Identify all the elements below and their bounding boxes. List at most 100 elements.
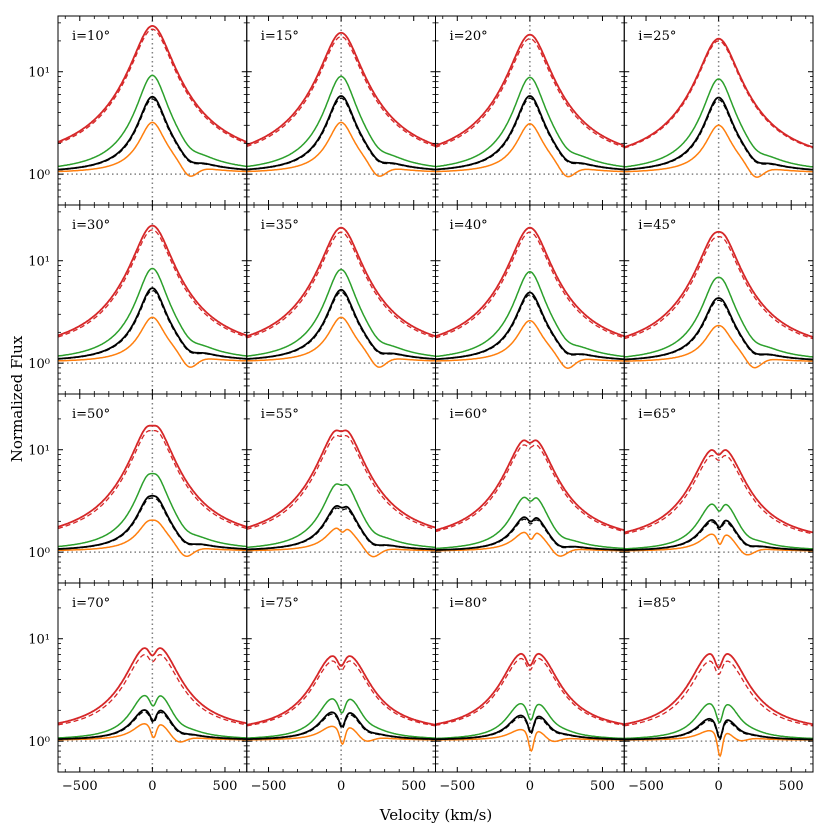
- series-orange-line: [58, 723, 247, 743]
- panel-inclination-label: i=20°: [450, 29, 488, 44]
- series-red-line: [435, 33, 625, 147]
- series-black-line: [246, 288, 436, 360]
- series-orange-line: [58, 316, 247, 368]
- series-orange-line: [435, 531, 625, 557]
- panel-curves: [435, 652, 625, 752]
- series-orange-line: [246, 725, 436, 746]
- panel-curves: [246, 226, 436, 368]
- labels-layer: i=10° 10⁰ 10¹ i=15° i=20° i=25° i=30° 10⁰ 10¹ i=3…: [28, 29, 803, 794]
- panel-curves: [246, 31, 436, 177]
- series-green-line: [246, 75, 436, 168]
- series-red-dashed-line: [624, 660, 813, 727]
- series-red-dashed-line: [58, 654, 247, 726]
- y-tick-label: 10⁰: [28, 357, 50, 372]
- series-red-line: [58, 424, 247, 528]
- x-tick-label: 500: [213, 779, 238, 794]
- series-black-line: [624, 96, 813, 171]
- ticks-layer: [58, 16, 813, 772]
- series-red-line: [624, 230, 813, 338]
- series-orange-line: [58, 519, 247, 557]
- panel-frames-layer: [57, 15, 814, 773]
- series-red-line: [624, 652, 813, 726]
- panel-inclination-label: i=15°: [261, 29, 299, 44]
- series-red-dashed-line: [246, 36, 436, 148]
- panel-curves: [246, 429, 436, 558]
- y-tick-label: 10⁰: [28, 735, 50, 750]
- series-red-line: [435, 226, 625, 338]
- y-tick-label: 10⁰: [28, 546, 50, 561]
- panel-inclination-label: i=70°: [72, 596, 110, 611]
- series-black-dashed-line: [435, 518, 625, 551]
- panel-inclination-label: i=75°: [261, 596, 299, 611]
- series-black-line: [58, 709, 247, 740]
- series-black-dashed-line: [58, 98, 247, 171]
- x-tick-label: −500: [251, 779, 287, 794]
- series-black-line: [435, 516, 625, 551]
- series-orange-line: [246, 316, 436, 368]
- panel-curves: [624, 449, 813, 556]
- panel-inclination-label: i=25°: [638, 29, 676, 44]
- series-red-dashed-line: [58, 429, 247, 530]
- series-red-dashed-line: [624, 235, 813, 340]
- x-tick-label: −500: [628, 779, 664, 794]
- series-red-dashed-line: [435, 231, 625, 339]
- series-black-line: [435, 95, 625, 171]
- series-red-dashed-line: [624, 454, 813, 535]
- series-red-line: [435, 439, 625, 531]
- panel-inclination-label: i=45°: [638, 218, 676, 233]
- series-red-line: [58, 647, 247, 725]
- series-green-line: [58, 74, 247, 168]
- x-tick-label: 500: [779, 779, 804, 794]
- panel-inclination-label: i=80°: [450, 596, 488, 611]
- series-orange-line: [624, 324, 813, 369]
- series-red-line: [624, 37, 813, 149]
- series-red-line: [58, 224, 247, 337]
- series-red-dashed-line: [435, 657, 625, 726]
- series-orange-line: [435, 123, 625, 178]
- series-black-line: [435, 291, 625, 361]
- series-green-line: [435, 271, 625, 358]
- series-red-dashed-line: [246, 434, 436, 530]
- panel-curves: [624, 230, 813, 369]
- series-green-line: [58, 694, 247, 739]
- curves-layer: [58, 24, 813, 758]
- panel-curves: [58, 24, 247, 177]
- panel-curves: [246, 655, 436, 746]
- series-black-dashed-line: [435, 97, 625, 171]
- series-black-line: [624, 717, 813, 741]
- series-green-line: [435, 496, 625, 550]
- y-tick-label: 10¹: [28, 444, 50, 459]
- series-green-line: [246, 483, 436, 549]
- y-tick-label: 10⁰: [28, 168, 50, 183]
- series-red-line: [58, 24, 247, 143]
- series-red-line: [246, 226, 436, 338]
- series-black-line: [435, 714, 625, 741]
- series-orange-line: [624, 533, 813, 556]
- y-axis-label: Normalized Flux: [8, 335, 26, 462]
- series-black-line: [246, 711, 436, 740]
- series-red-dashed-line: [246, 660, 436, 727]
- panel-curves: [624, 652, 813, 758]
- panel-curves: [58, 224, 247, 368]
- series-red-dashed-line: [624, 40, 813, 149]
- series-black-dashed-line: [624, 299, 813, 361]
- series-green-line: [246, 698, 436, 739]
- y-tick-label: 10¹: [28, 633, 50, 648]
- series-red-dashed-line: [246, 231, 436, 339]
- series-orange-line: [624, 729, 813, 758]
- series-green-line: [246, 268, 436, 357]
- x-tick-label: 500: [401, 779, 426, 794]
- series-black-line: [58, 287, 247, 360]
- series-orange-line: [624, 124, 813, 178]
- panel-curves: [624, 37, 813, 178]
- series-black-dashed-line: [58, 497, 247, 550]
- x-tick-label: 0: [714, 779, 722, 794]
- series-red-line: [435, 652, 625, 726]
- series-red-line: [246, 31, 436, 146]
- series-black-line: [624, 519, 813, 551]
- x-tick-label: −500: [62, 779, 98, 794]
- x-axis-label: Velocity (km/s): [379, 806, 492, 824]
- series-green-line: [435, 702, 625, 740]
- series-red-dashed-line: [435, 38, 625, 148]
- y-tick-label: 10¹: [28, 66, 50, 81]
